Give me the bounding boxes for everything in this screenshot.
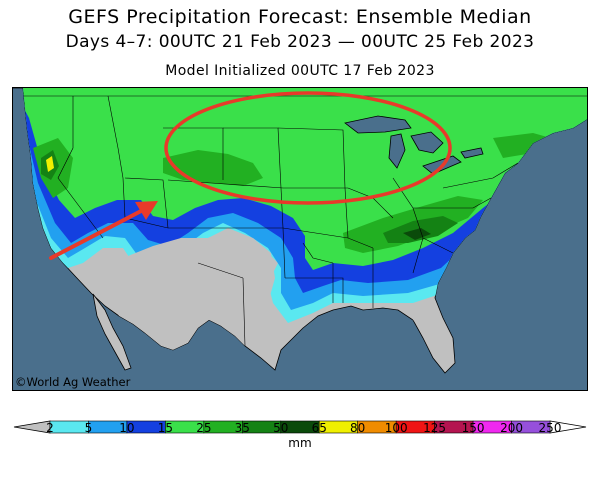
model-initialized-label: Model Initialized 00UTC 17 Feb 2023	[165, 63, 435, 79]
baja-peninsula	[92, 293, 132, 371]
map-canvas	[13, 88, 587, 390]
copyright-label: ©World Ag Weather	[15, 375, 131, 389]
highlight-arrow	[49, 201, 158, 260]
map-subtitle: Days 4–7: 00UTC 21 Feb 2023 — 00UTC 25 F…	[65, 32, 535, 52]
legend-tick-label: 100	[384, 421, 408, 435]
state-borders	[23, 95, 587, 347]
legend-units: mm	[288, 436, 312, 450]
legend-color-box	[49, 420, 89, 434]
legend-tick-label: 80	[350, 421, 366, 435]
legend-tick-label: 50	[273, 421, 289, 435]
legend-color-box	[511, 420, 551, 434]
precipitation-map	[12, 87, 588, 391]
legend-tick-label: 5	[84, 421, 93, 435]
map-title: GEFS Precipitation Forecast: Ensemble Me…	[68, 6, 532, 28]
legend-tick-label: 25	[196, 421, 212, 435]
legend-tick-label: 15	[157, 421, 174, 435]
legend-tick-label: 150	[461, 421, 485, 435]
legend-colorbar	[13, 420, 587, 434]
great-lakes	[344, 115, 484, 175]
legend-tick-label: 10	[119, 421, 135, 435]
legend-tick-label: 65	[311, 421, 327, 435]
legend-under-triangle	[13, 420, 51, 434]
legend-tick-label: 35	[234, 421, 250, 435]
highlight-ellipse	[164, 91, 452, 205]
legend-tick-label: 125	[423, 421, 447, 435]
legend-tick-label: 250	[538, 421, 562, 435]
legend-tick-label: 200	[500, 421, 523, 435]
legend-tick-label: 2	[46, 421, 54, 435]
